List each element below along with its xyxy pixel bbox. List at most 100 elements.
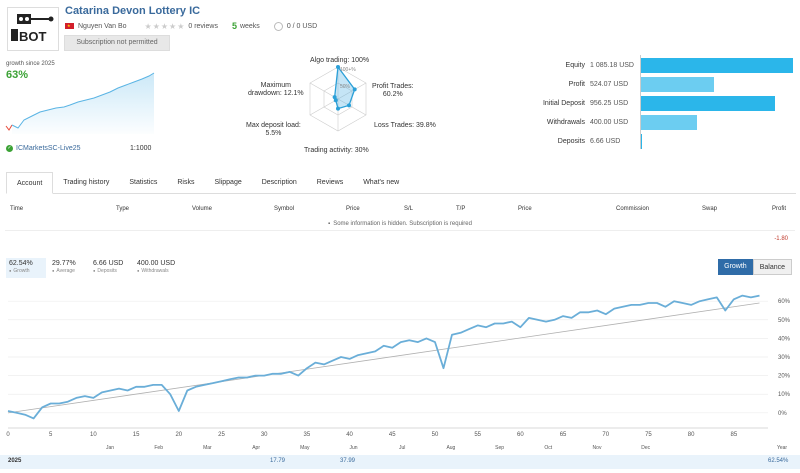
radar-maxdep-label: Max deposit load: — [246, 122, 301, 129]
weeks-count: 5 — [231, 21, 237, 31]
radar-scale-50: 50% — [340, 84, 351, 90]
tab-trading-history[interactable]: Trading history — [63, 179, 110, 186]
strategy-title[interactable]: Catarina Devon Lottery IC — [65, 5, 201, 17]
radar-dd-value: drawdown: 12.1% — [248, 90, 304, 97]
stat-value: 400.00 USD — [590, 119, 629, 126]
th-time[interactable]: Time — [10, 206, 24, 212]
stat-value: 6.66 USD — [590, 138, 621, 145]
th-price[interactable]: Price — [346, 206, 360, 212]
tab-slippage[interactable]: Slippage — [214, 179, 242, 186]
stat-bar — [641, 77, 715, 92]
th-type[interactable]: Type — [116, 206, 130, 212]
th-s-l[interactable]: S/L — [404, 206, 414, 212]
x-tick-label: 80 — [688, 432, 695, 438]
stats-axis — [640, 55, 641, 149]
radar-dot-1 — [352, 87, 357, 92]
th-symbol[interactable]: Symbol — [274, 206, 295, 212]
tab-what-s-new[interactable]: What's new — [363, 179, 400, 186]
month-label: Nov — [593, 445, 602, 451]
summary-value: 29.77% — [52, 260, 76, 267]
month-label: Sep — [495, 445, 504, 451]
radar-maxdep-value: 5.5% — [265, 130, 282, 137]
flag-icon — [65, 23, 74, 29]
server-name: ICMarketsSC-Live25 — [16, 145, 81, 152]
year-axis-label: Year — [777, 445, 787, 451]
radar-label-profit: Profit Trades: 60.2% — [372, 83, 414, 99]
stat-bar — [641, 134, 642, 149]
rating-stars-icon: ★★★★★ — [144, 21, 186, 31]
profit-total: -1.80 — [774, 236, 788, 242]
summary-label: Growth — [9, 268, 43, 274]
month-label: Dec — [641, 445, 650, 451]
balance-toggle-button[interactable]: Balance — [752, 259, 792, 275]
x-tick-label: 55 — [474, 432, 481, 438]
th-t-p[interactable]: T/P — [456, 206, 466, 212]
stat-row-0: Equity 1 085.18 USD — [510, 57, 795, 76]
x-tick-label: 45 — [389, 432, 396, 438]
growth-chart: 0% 10% 20% 30% 40% 50% 60% 0 5 10 15 20 25 30 35 40 45 50… — [6, 294, 791, 451]
leverage: 1:1000 — [130, 145, 152, 152]
stat-row-4: Deposits 6.66 USD — [510, 133, 795, 152]
chart-summary-average: 29.77%Average — [52, 260, 76, 278]
tab-account[interactable]: Account — [6, 172, 54, 194]
tab-risks[interactable]: Risks — [177, 179, 195, 186]
th-swap[interactable]: Swap — [702, 206, 718, 212]
tab-statistics[interactable]: Statistics — [129, 179, 158, 186]
th-commission[interactable]: Commission — [616, 206, 650, 212]
x-tick-label: 85 — [730, 432, 737, 438]
summary-value: 6.66 USD — [93, 260, 124, 267]
tab-description[interactable]: Description — [261, 179, 297, 186]
strategy-logo: BOT — [7, 7, 59, 51]
x-tick-label: 65 — [560, 432, 567, 438]
table-header: Time Type Volume Symbol Price S/L T/P Price Comm… — [0, 206, 800, 218]
x-tick-label: 70 — [602, 432, 609, 438]
chart-toggle: Growth Balance — [718, 259, 792, 275]
radar-label-activity: Trading activity: 30% — [304, 147, 369, 154]
x-tick-label: 25 — [218, 432, 225, 438]
author-link[interactable]: Nguyen Van Bo — [78, 22, 127, 30]
th-profit[interactable]: Profit — [772, 206, 787, 212]
hidden-info-note: Some information is hidden. Subscription… — [0, 221, 800, 227]
tab-reviews[interactable]: Reviews — [316, 179, 344, 186]
year-mar-value: 17.79 — [270, 458, 286, 464]
x-tick-label: 40 — [346, 432, 353, 438]
server-info[interactable]: ✓ ICMarketsSC-Live25 — [6, 145, 81, 152]
x-tick-label: 60 — [517, 432, 524, 438]
x-tick-label: 20 — [175, 432, 182, 438]
summary-label: Withdrawals — [137, 268, 175, 274]
stat-name: Equity — [565, 62, 585, 69]
th-price[interactable]: Price — [518, 206, 532, 212]
month-label: Apr — [252, 445, 260, 451]
summary-label: Deposits — [93, 268, 123, 274]
x-tick-label: 75 — [645, 432, 652, 438]
y-tick-label: 30% — [778, 355, 791, 361]
price: 0 / 0 USD — [286, 22, 318, 30]
radar-label-maxdep: Max deposit load: 5.5% — [246, 122, 301, 138]
radar-scale-100: 100+% — [340, 67, 356, 73]
radar-label-algo: Algo trading: 100% — [310, 57, 370, 64]
x-tick-label: 5 — [49, 432, 53, 438]
month-label: May — [300, 445, 310, 451]
radar-dd-label: Maximum — [260, 82, 291, 89]
year-summary-row: 2025 17.79 37.99 62.54% — [0, 455, 800, 469]
growth-toggle-button[interactable]: Growth — [718, 259, 753, 275]
month-label: Aug — [446, 445, 455, 451]
x-tick-label: 0 — [6, 432, 10, 438]
stat-bar — [641, 58, 793, 73]
y-tick-label: 20% — [778, 374, 791, 380]
month-label: Feb — [154, 445, 163, 451]
month-label: Jul — [399, 445, 405, 451]
stat-name: Withdrawals — [546, 119, 585, 126]
mini-growth-chart — [5, 72, 155, 134]
growth-since-label: growth since 2025 — [6, 61, 55, 67]
th-volume[interactable]: Volume — [192, 206, 213, 212]
x-tick-label: 50 — [432, 432, 439, 438]
month-label: Jun — [349, 445, 357, 451]
y-tick-label: 10% — [778, 392, 791, 398]
stat-name: Initial Deposit — [542, 100, 585, 107]
y-tick-label: 40% — [778, 336, 791, 342]
reviews-link[interactable]: 0 reviews — [188, 22, 218, 30]
x-tick-label: 10 — [90, 432, 97, 438]
subscribe-button[interactable]: Subscription not permitted — [64, 35, 170, 51]
